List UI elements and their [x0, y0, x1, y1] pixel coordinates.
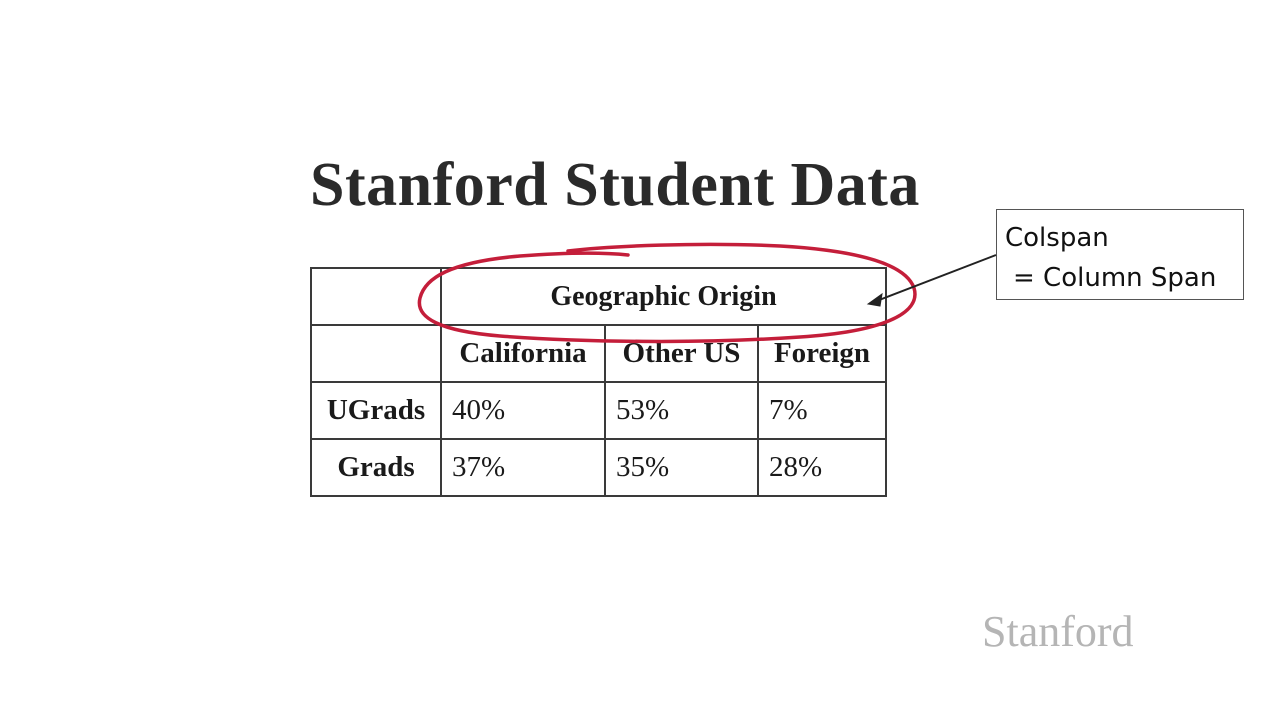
column-header-california: California: [440, 324, 606, 383]
stanford-logo: Stanford: [982, 607, 1134, 656]
table-row: Grads 37% 35% 28%: [310, 438, 887, 497]
empty-corner-cell: [310, 267, 442, 326]
row-header-ugrads: UGrads: [310, 381, 442, 440]
table-row-column-headers: California Other US Foreign: [310, 324, 887, 383]
empty-header-cell: [310, 324, 442, 383]
cell-grads-other-us: 35%: [604, 438, 759, 497]
slide-title: Stanford Student Data: [310, 151, 920, 219]
column-header-foreign: Foreign: [757, 324, 887, 383]
table-row: UGrads 40% 53% 7%: [310, 381, 887, 440]
table-row-group-header: Geographic Origin: [310, 267, 887, 326]
colspan-callout-box: Colspan = Column Span: [996, 209, 1244, 300]
callout-line-1: Colspan: [1005, 223, 1109, 253]
column-header-other-us: Other US: [604, 324, 759, 383]
cell-grads-foreign: 28%: [757, 438, 887, 497]
row-header-grads: Grads: [310, 438, 442, 497]
cell-ugrads-other-us: 53%: [604, 381, 759, 440]
geographic-origin-header: Geographic Origin: [440, 267, 887, 326]
cell-ugrads-california: 40%: [440, 381, 606, 440]
student-data-table: Geographic Origin California Other US Fo…: [310, 267, 887, 497]
callout-line-2: = Column Span: [1013, 263, 1217, 293]
cell-grads-california: 37%: [440, 438, 606, 497]
callout-arrow-line: [873, 254, 997, 303]
cell-ugrads-foreign: 7%: [757, 381, 887, 440]
